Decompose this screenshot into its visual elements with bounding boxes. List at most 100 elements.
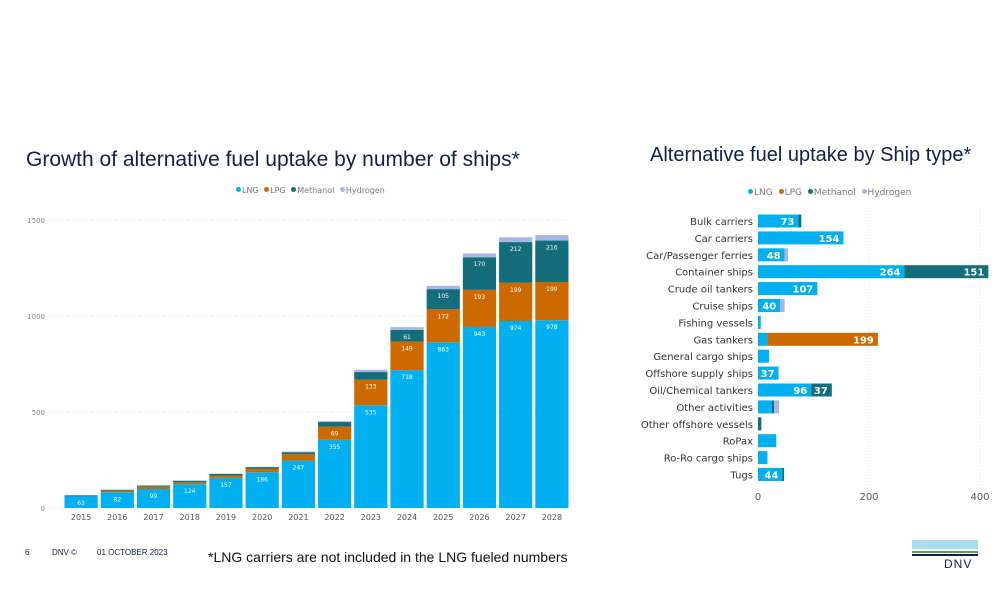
bar-segment-lng-2017[interactable] — [136, 488, 171, 508]
bar-segment-lng-car-carriers[interactable] — [758, 231, 844, 245]
bar-segment-methanol-other-activities[interactable] — [771, 400, 775, 414]
bar-segment-methanol-2016[interactable] — [100, 489, 134, 491]
legend-item-lng[interactable]: LNG — [236, 186, 259, 195]
data-label-lng-2018: 124 — [184, 488, 196, 495]
bar-segment-lpg-2025[interactable] — [426, 309, 460, 343]
category-label: Fishing vessels — [678, 318, 753, 329]
bar-segment-methanol-bulk-carriers[interactable] — [798, 214, 802, 228]
bar-segment-methanol-container-ships[interactable] — [904, 265, 989, 279]
bar-segment-lpg-2024[interactable] — [390, 341, 424, 371]
logo-band-light — [912, 540, 978, 549]
category-label: Oil/Chemical tankers — [649, 386, 753, 397]
bar-segment-lng-tugs[interactable] — [758, 468, 783, 481]
bar-segment-methanol-2019[interactable] — [209, 473, 243, 476]
bar-segment-lpg-2022[interactable] — [318, 426, 352, 440]
bar-segment-hydrogen-2022[interactable] — [318, 421, 352, 423]
x-tick-label: 2027 — [505, 513, 525, 522]
bar-segment-lpg-2020[interactable] — [245, 468, 279, 473]
bar-segment-hydrogen-2028[interactable] — [535, 235, 569, 241]
legend-label-methanol: Methanol — [297, 186, 335, 195]
bar-segment-lng-car-passenger-ferries[interactable] — [758, 248, 785, 262]
bar-segment-methanol-tugs[interactable] — [782, 468, 785, 481]
bar-segment-lng-2026[interactable] — [462, 326, 497, 508]
bar-segment-hydrogen-car-passenger-ferries[interactable] — [784, 248, 788, 262]
bar-segment-lpg-2018[interactable] — [173, 482, 207, 485]
bar-segment-lng-ropax[interactable] — [758, 434, 777, 448]
bar-segment-hydrogen-2025[interactable] — [426, 285, 460, 290]
bar-segment-lng-2016[interactable] — [100, 492, 134, 508]
bar-segment-lng-2020[interactable] — [245, 472, 279, 508]
bar-segment-methanol-2018[interactable] — [173, 480, 207, 483]
bar-segment-methanol-2021[interactable] — [281, 451, 315, 455]
bar-segment-hydrogen-cruise-ships[interactable] — [780, 299, 785, 312]
bar-segment-lng-offshore-supply-ships[interactable] — [758, 366, 779, 380]
bar-segment-lng-bulk-carriers[interactable] — [758, 214, 799, 228]
data-label-lng-bulk-carriers: 73 — [781, 217, 795, 228]
data-label-lng-2028: 978 — [546, 324, 558, 331]
legend-dot-methanol — [291, 187, 297, 192]
bar-segment-lng-fishing-vessels[interactable] — [758, 315, 761, 329]
copyright: DNV © — [52, 548, 78, 557]
bar-segment-lpg-2027[interactable] — [499, 282, 533, 321]
bar-segment-lpg-2028[interactable] — [535, 282, 569, 321]
bar-segment-methanol-2015[interactable] — [64, 495, 98, 497]
bar-segment-lng-gas-tankers[interactable] — [758, 332, 768, 346]
bar-segment-lpg-2019[interactable] — [209, 475, 243, 478]
bar-segment-lng-2027[interactable] — [499, 320, 533, 508]
bar-segment-hydrogen-2026[interactable] — [462, 253, 497, 258]
legend-item-methanol[interactable]: Methanol — [291, 186, 334, 195]
legend-dot-lpg — [264, 187, 270, 192]
bar-segment-lng-2021[interactable] — [281, 460, 315, 508]
legend-item-methanol[interactable]: Methanol — [807, 188, 856, 198]
bar-segment-lng-ro-ro-cargo-ships[interactable] — [758, 451, 768, 465]
bar-segment-lng-2024[interactable] — [390, 370, 424, 508]
bar-segment-hydrogen-2024[interactable] — [390, 327, 424, 330]
bar-segment-methanol-2023[interactable] — [354, 372, 388, 380]
legend-item-lng[interactable]: LNG — [748, 188, 773, 198]
data-label-lng-2016: 82 — [114, 496, 122, 503]
bar-segment-lpg-2026[interactable] — [462, 289, 497, 327]
legend-item-lpg[interactable]: LPG — [264, 186, 286, 195]
bar-segment-lpg-gas-tankers[interactable] — [767, 332, 878, 346]
bar-segment-lng-general-cargo-ships[interactable] — [758, 349, 770, 363]
data-label-methanol-2026: 170 — [474, 261, 486, 268]
bar-segment-methanol-2027[interactable] — [499, 242, 533, 283]
bar-segment-lpg-2023[interactable] — [354, 379, 388, 406]
bar-segment-methanol-2024[interactable] — [390, 329, 424, 342]
bar-segment-lng-crude-oil-tankers[interactable] — [758, 282, 818, 296]
x-tick-label: 200 — [859, 492, 878, 503]
bar-segment-lpg-2017[interactable] — [136, 486, 171, 489]
bar-segment-methanol-2017[interactable] — [136, 485, 171, 487]
bar-segment-hydrogen-other-activities[interactable] — [774, 400, 780, 414]
bar-segment-lng-oil-chemical-tankers[interactable] — [758, 383, 812, 397]
bar-segment-hydrogen-2023[interactable] — [354, 369, 388, 373]
bar-segment-lng-2015[interactable] — [64, 495, 98, 508]
legend-item-hydrogen[interactable]: Hydrogen — [861, 188, 911, 198]
bar-segment-methanol-2025[interactable] — [426, 289, 460, 310]
bar-segment-methanol-2028[interactable] — [535, 240, 569, 283]
bar-segment-methanol-2026[interactable] — [462, 257, 497, 290]
left-chart-title: Growth of alternative fuel uptake by num… — [26, 148, 520, 171]
y-tick-label: 1000 — [27, 313, 45, 321]
data-label-lng-2024: 718 — [401, 374, 413, 381]
bar-segment-methanol-oil-chemical-tankers[interactable] — [811, 383, 832, 397]
bar-segment-hydrogen-2021[interactable] — [281, 451, 315, 453]
bar-segment-lng-other-activities[interactable] — [758, 400, 772, 414]
legend-item-lpg[interactable]: LPG — [778, 188, 802, 198]
bar-segment-lng-2028[interactable] — [535, 320, 569, 508]
bar-segment-lng-2023[interactable] — [354, 405, 388, 508]
bar-segment-lpg-2021[interactable] — [281, 454, 315, 461]
bar-segment-methanol-other-offshore-vessels[interactable] — [758, 417, 762, 431]
bar-segment-hydrogen-2027[interactable] — [499, 237, 533, 243]
bar-segment-lng-2025[interactable] — [426, 342, 460, 508]
bar-segment-lng-container-ships[interactable] — [758, 265, 905, 279]
bar-segment-lng-2018[interactable] — [173, 484, 207, 508]
bar-segment-lpg-2016[interactable] — [100, 490, 134, 493]
bar-segment-methanol-2022[interactable] — [318, 421, 352, 427]
bar-segment-lng-cruise-ships[interactable] — [758, 299, 781, 312]
data-label-lpg-gas-tankers: 199 — [853, 335, 874, 346]
bar-segment-lng-2022[interactable] — [318, 439, 352, 508]
bar-segment-methanol-2020[interactable] — [245, 467, 279, 469]
bar-segment-lng-2019[interactable] — [209, 477, 243, 508]
legend-item-hydrogen[interactable]: Hydrogen — [339, 186, 385, 195]
